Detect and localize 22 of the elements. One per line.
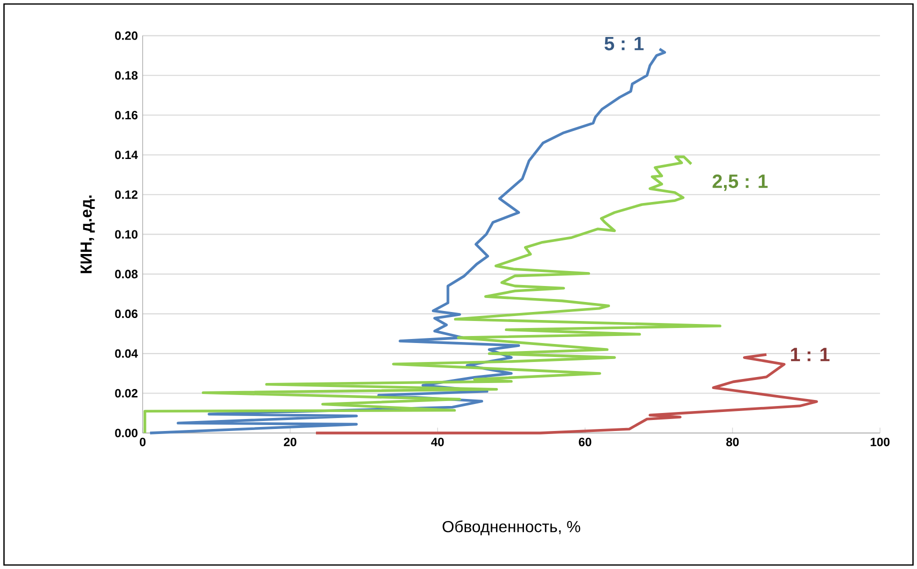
y-tick-label: 0.04 — [115, 349, 138, 358]
x-axis-title: Обводненность, % — [442, 520, 580, 536]
y-tick-label: 0.06 — [115, 310, 138, 318]
y-axis-title: КИН, д.ед. — [80, 196, 95, 274]
x-tick-label: 80 — [726, 438, 739, 446]
x-tick-label: 60 — [578, 438, 592, 446]
y-tick-label: 0.00 — [115, 428, 138, 438]
x-tick-label: 100 — [870, 438, 890, 446]
y-tick-label: 0.14 — [115, 150, 138, 160]
series-label: 2,5 : 1 — [712, 174, 768, 191]
y-tick-label: 0.12 — [115, 190, 138, 199]
series-label: 5 : 1 — [604, 36, 644, 50]
y-tick-label: 0.10 — [115, 230, 138, 239]
y-tick-label: 0.20 — [115, 31, 138, 40]
x-tick-label: 0 — [140, 438, 146, 446]
x-tick-label: 40 — [431, 438, 444, 446]
x-tick-label: 20 — [284, 438, 296, 446]
y-tick-label: 0.16 — [115, 110, 138, 120]
y-tick-label: 0.18 — [115, 71, 138, 80]
y-tick-label: 0.02 — [115, 389, 138, 398]
series-label: 1 : 1 — [791, 348, 830, 362]
y-tick-label: 0.08 — [115, 270, 138, 278]
